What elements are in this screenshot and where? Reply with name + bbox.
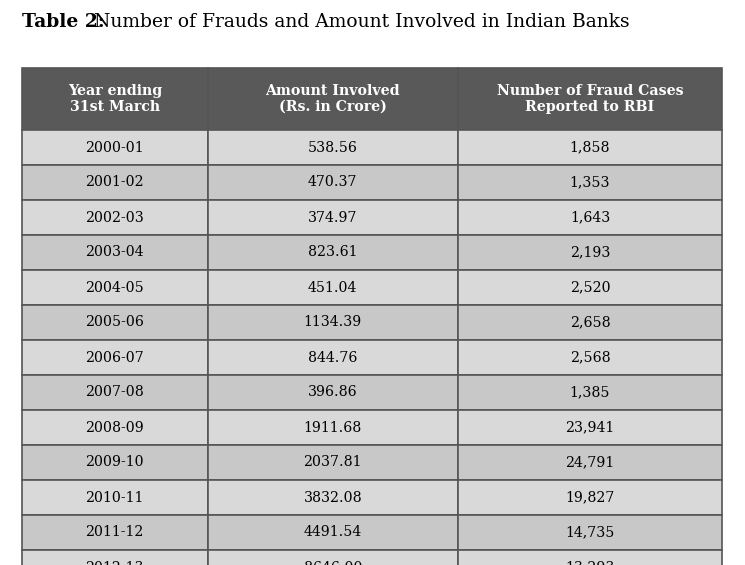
Text: 1,643: 1,643 (570, 211, 610, 224)
Text: 538.56: 538.56 (308, 141, 358, 154)
Bar (458, 480, 722, 515)
Text: 1,353: 1,353 (570, 176, 610, 189)
Text: 24,791: 24,791 (565, 455, 615, 470)
Bar (458, 270, 722, 305)
Text: 1134.39: 1134.39 (304, 315, 362, 329)
Bar (208, 550, 458, 565)
Bar (208, 410, 458, 445)
Text: Number of Frauds and Amount Involved in Indian Banks: Number of Frauds and Amount Involved in … (88, 13, 630, 31)
Text: 2012-13: 2012-13 (86, 560, 144, 565)
Bar (22, 200, 208, 235)
Bar (22, 410, 208, 445)
Text: 470.37: 470.37 (308, 176, 358, 189)
Text: 2003-04: 2003-04 (86, 246, 144, 259)
Text: 3832.08: 3832.08 (303, 490, 362, 505)
Bar (22, 550, 208, 565)
Text: 14,735: 14,735 (565, 525, 615, 540)
Bar (458, 305, 722, 340)
Bar (458, 340, 722, 375)
Bar (208, 305, 458, 340)
Text: 2010-11: 2010-11 (86, 490, 144, 505)
Text: Number of Fraud Cases
Reported to RBI: Number of Fraud Cases Reported to RBI (497, 84, 683, 114)
Bar (208, 270, 458, 305)
Text: 844.76: 844.76 (308, 350, 358, 364)
Text: 19,827: 19,827 (565, 490, 615, 505)
Bar (22, 305, 208, 340)
Bar (208, 68, 458, 130)
Bar (458, 550, 722, 565)
Bar (208, 515, 458, 550)
Bar (458, 445, 722, 480)
Bar (208, 340, 458, 375)
Text: 1,385: 1,385 (570, 385, 610, 399)
Text: Year ending
31st March: Year ending 31st March (68, 84, 162, 114)
Text: 396.86: 396.86 (308, 385, 358, 399)
Bar (458, 68, 722, 130)
Bar (22, 235, 208, 270)
Text: 1,858: 1,858 (570, 141, 610, 154)
Text: 2,520: 2,520 (570, 280, 610, 294)
Bar (22, 68, 208, 130)
Text: 1911.68: 1911.68 (304, 420, 362, 434)
Text: 2002-03: 2002-03 (86, 211, 144, 224)
Text: Amount Involved
(Rs. in Crore): Amount Involved (Rs. in Crore) (265, 84, 400, 114)
Text: 2001-02: 2001-02 (86, 176, 144, 189)
Bar (208, 235, 458, 270)
Text: 2009-10: 2009-10 (86, 455, 144, 470)
Bar (208, 200, 458, 235)
Text: 2008-09: 2008-09 (86, 420, 144, 434)
Text: 8646.00: 8646.00 (303, 560, 362, 565)
Bar (22, 375, 208, 410)
Bar (22, 480, 208, 515)
Bar (458, 410, 722, 445)
Text: 823.61: 823.61 (308, 246, 358, 259)
Bar (22, 130, 208, 165)
Bar (22, 270, 208, 305)
Text: 2,568: 2,568 (570, 350, 610, 364)
Text: 23,941: 23,941 (565, 420, 615, 434)
Bar (458, 515, 722, 550)
Bar (22, 340, 208, 375)
Bar (208, 130, 458, 165)
Bar (22, 165, 208, 200)
Text: 2,658: 2,658 (570, 315, 610, 329)
Text: 374.97: 374.97 (308, 211, 358, 224)
Text: 4491.54: 4491.54 (304, 525, 362, 540)
Bar (458, 200, 722, 235)
Text: 2007-08: 2007-08 (86, 385, 144, 399)
Text: 2006-07: 2006-07 (86, 350, 144, 364)
Bar (208, 375, 458, 410)
Bar (22, 445, 208, 480)
Text: 2037.81: 2037.81 (303, 455, 362, 470)
Bar (458, 375, 722, 410)
Text: 2004-05: 2004-05 (86, 280, 144, 294)
Text: Table 2:: Table 2: (22, 13, 105, 31)
Text: 2000-01: 2000-01 (86, 141, 144, 154)
Bar (208, 165, 458, 200)
Text: 2,193: 2,193 (570, 246, 610, 259)
Text: 2011-12: 2011-12 (86, 525, 144, 540)
Bar (22, 515, 208, 550)
Text: 2005-06: 2005-06 (86, 315, 145, 329)
Bar (458, 165, 722, 200)
Bar (208, 480, 458, 515)
Bar (458, 235, 722, 270)
Bar (208, 445, 458, 480)
Text: 13,293: 13,293 (565, 560, 615, 565)
Text: 451.04: 451.04 (308, 280, 358, 294)
Bar (458, 130, 722, 165)
